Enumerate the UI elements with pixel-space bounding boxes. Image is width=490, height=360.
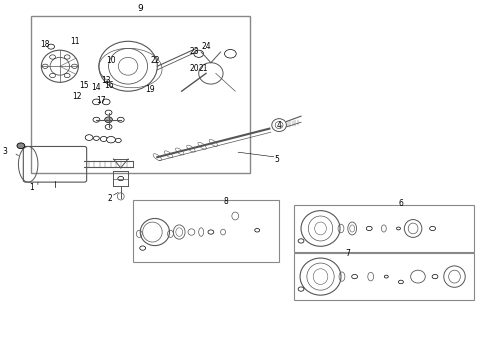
Circle shape [432,274,438,279]
Circle shape [48,44,54,49]
Circle shape [367,226,372,231]
Text: 6: 6 [398,199,403,208]
Bar [294,205,474,252]
Text: 20: 20 [189,63,198,72]
Text: 14: 14 [92,83,101,92]
Circle shape [64,73,70,78]
Circle shape [194,50,203,57]
Text: 1: 1 [29,183,34,192]
Circle shape [17,143,25,149]
Bar [294,253,474,300]
Circle shape [298,239,304,243]
Circle shape [64,55,70,59]
Circle shape [94,136,99,140]
Circle shape [116,138,121,143]
Circle shape [93,117,100,122]
Circle shape [140,246,146,250]
Text: 18: 18 [41,40,50,49]
Text: 23: 23 [189,48,198,57]
Circle shape [117,117,124,122]
Text: 2: 2 [107,194,112,203]
Circle shape [42,64,48,68]
Circle shape [396,227,400,230]
Text: 5: 5 [274,155,279,164]
Circle shape [208,230,214,234]
Circle shape [100,136,107,141]
Circle shape [298,287,304,291]
Circle shape [255,229,260,232]
Text: 7: 7 [345,249,350,258]
Text: 12: 12 [72,92,82,101]
Circle shape [384,275,388,278]
Circle shape [93,99,100,105]
Circle shape [430,226,436,231]
Text: 21: 21 [199,63,208,72]
Bar [133,200,279,262]
Circle shape [49,73,55,78]
Text: 3: 3 [3,147,8,156]
Text: 9: 9 [137,4,143,13]
Circle shape [72,64,77,68]
Circle shape [102,99,110,105]
Text: 19: 19 [145,85,155,94]
Circle shape [105,110,112,115]
Circle shape [107,136,116,143]
Text: 17: 17 [97,96,106,105]
Text: 16: 16 [104,81,113,90]
Circle shape [118,176,123,181]
Circle shape [224,49,236,58]
Text: 13: 13 [101,76,111,85]
Text: 11: 11 [70,37,79,46]
Circle shape [352,274,358,279]
Bar [30,16,250,173]
Circle shape [105,124,112,129]
Text: 8: 8 [223,197,228,206]
Circle shape [105,117,113,123]
Text: 22: 22 [150,57,160,66]
Circle shape [398,280,403,284]
Text: 4: 4 [277,121,282,130]
Circle shape [85,135,93,140]
Text: 10: 10 [106,57,116,66]
Text: 15: 15 [79,81,89,90]
Text: 24: 24 [201,42,211,51]
Circle shape [49,55,55,59]
